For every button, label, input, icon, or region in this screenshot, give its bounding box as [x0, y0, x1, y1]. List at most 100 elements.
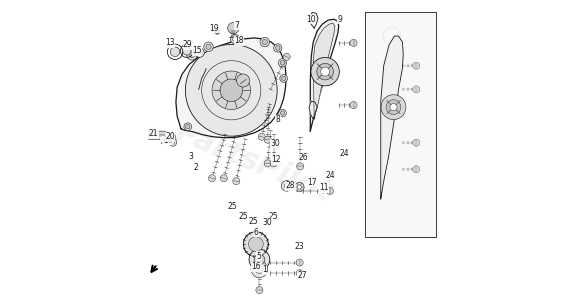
Text: 16: 16 [251, 263, 261, 271]
Text: 28: 28 [286, 181, 295, 190]
Text: 2: 2 [194, 163, 198, 172]
Circle shape [215, 30, 220, 34]
Circle shape [212, 71, 250, 110]
Text: 6: 6 [253, 228, 258, 237]
Text: 20: 20 [165, 132, 175, 141]
Circle shape [251, 261, 268, 278]
Circle shape [233, 178, 240, 185]
Polygon shape [381, 36, 403, 199]
Circle shape [413, 86, 420, 93]
Polygon shape [309, 101, 317, 119]
Circle shape [204, 42, 213, 52]
Text: 25: 25 [269, 212, 279, 221]
Text: 25: 25 [248, 217, 258, 226]
Text: 10: 10 [306, 15, 316, 24]
Circle shape [273, 44, 282, 52]
Circle shape [249, 249, 270, 270]
Circle shape [284, 184, 289, 188]
Text: 19: 19 [210, 24, 219, 33]
Circle shape [198, 51, 202, 55]
Circle shape [279, 109, 286, 117]
Text: 25: 25 [228, 202, 238, 211]
Circle shape [187, 49, 197, 60]
Text: 26: 26 [298, 153, 308, 162]
Text: 1: 1 [262, 266, 267, 274]
Circle shape [183, 47, 191, 55]
Circle shape [276, 46, 280, 50]
Text: 25: 25 [238, 212, 248, 221]
Circle shape [281, 181, 292, 191]
Text: 12: 12 [271, 155, 280, 164]
Circle shape [390, 104, 397, 111]
Circle shape [280, 111, 284, 115]
Circle shape [413, 139, 420, 146]
Circle shape [383, 27, 401, 45]
Circle shape [381, 95, 406, 120]
Circle shape [283, 53, 290, 60]
Circle shape [327, 187, 334, 194]
Polygon shape [310, 12, 318, 28]
Circle shape [297, 185, 302, 189]
Text: 27: 27 [298, 271, 307, 280]
Circle shape [186, 125, 190, 129]
Circle shape [195, 48, 205, 57]
Text: 13: 13 [165, 38, 175, 47]
Circle shape [260, 37, 269, 47]
Circle shape [254, 254, 265, 265]
Circle shape [209, 175, 216, 182]
Circle shape [350, 39, 357, 46]
Circle shape [280, 60, 285, 65]
Circle shape [413, 166, 420, 173]
Circle shape [171, 134, 176, 139]
Polygon shape [313, 23, 335, 119]
Circle shape [264, 160, 271, 167]
Polygon shape [176, 38, 286, 138]
Circle shape [296, 259, 303, 266]
Circle shape [264, 136, 271, 143]
Circle shape [256, 287, 263, 294]
Circle shape [231, 34, 240, 44]
Circle shape [279, 59, 287, 67]
Text: 5: 5 [257, 252, 261, 260]
Text: 30: 30 [263, 218, 273, 227]
Text: 8: 8 [275, 115, 280, 124]
Circle shape [169, 139, 176, 146]
Circle shape [189, 52, 195, 58]
Circle shape [184, 123, 192, 131]
Text: 30: 30 [271, 139, 280, 148]
Polygon shape [370, 15, 413, 57]
Circle shape [350, 102, 357, 109]
Circle shape [233, 37, 238, 41]
Circle shape [270, 160, 277, 167]
Text: 18: 18 [234, 36, 243, 45]
Text: 9: 9 [338, 15, 342, 24]
Circle shape [413, 62, 420, 69]
Text: 4: 4 [161, 138, 166, 147]
Circle shape [280, 75, 287, 82]
Circle shape [220, 79, 243, 102]
Text: 29: 29 [183, 41, 192, 49]
Text: 7: 7 [235, 21, 240, 30]
Circle shape [172, 141, 175, 144]
Circle shape [186, 44, 277, 136]
Circle shape [297, 163, 304, 170]
Circle shape [243, 232, 268, 257]
Text: 14: 14 [163, 136, 172, 145]
Circle shape [171, 47, 180, 57]
Circle shape [295, 182, 304, 192]
Text: PartsPilot: PartsPilot [171, 118, 336, 208]
Text: 24: 24 [340, 149, 350, 158]
Circle shape [311, 57, 339, 86]
Polygon shape [310, 19, 339, 131]
Text: 21: 21 [149, 129, 158, 138]
Circle shape [220, 175, 227, 182]
Circle shape [236, 74, 250, 87]
Bar [365, 12, 436, 237]
Circle shape [262, 39, 268, 45]
Circle shape [249, 237, 263, 252]
Circle shape [281, 76, 286, 81]
Circle shape [228, 22, 239, 34]
Text: 17: 17 [307, 178, 317, 186]
Circle shape [206, 44, 211, 49]
Circle shape [296, 270, 303, 277]
